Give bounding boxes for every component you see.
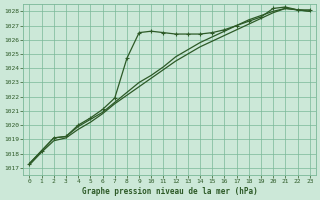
X-axis label: Graphe pression niveau de la mer (hPa): Graphe pression niveau de la mer (hPa) <box>82 187 258 196</box>
